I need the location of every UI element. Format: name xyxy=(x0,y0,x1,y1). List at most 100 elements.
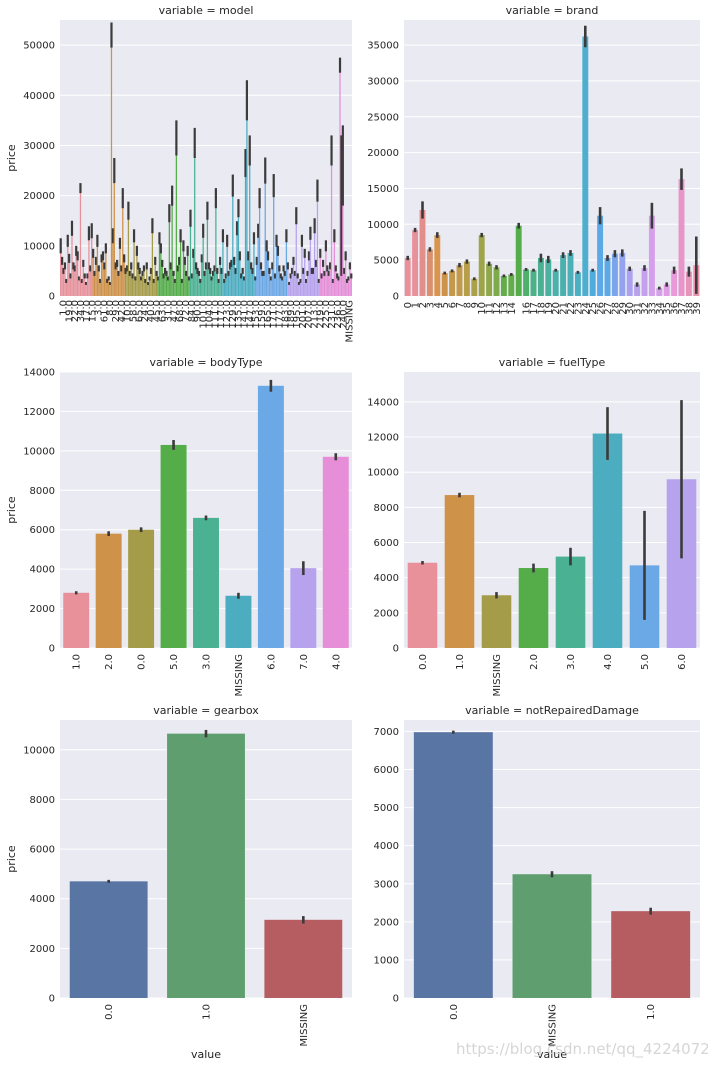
bar xyxy=(304,253,306,296)
bar xyxy=(161,263,163,296)
bar xyxy=(126,268,128,296)
x-tick-label: 1.0 xyxy=(455,654,466,670)
bar xyxy=(260,265,262,296)
y-tick-label: 2000 xyxy=(374,608,399,619)
y-tick-label: 0 xyxy=(393,994,399,1005)
bar xyxy=(261,273,264,296)
y-tick-label: 4000 xyxy=(30,894,55,905)
bar xyxy=(282,268,285,296)
bar xyxy=(249,150,251,296)
bar xyxy=(157,278,159,296)
bar xyxy=(222,235,224,296)
y-tick-label: 0 xyxy=(49,644,55,655)
bar xyxy=(237,208,240,296)
x-tick-label: 3.0 xyxy=(93,300,104,316)
x-tick-label: 32 xyxy=(640,302,651,315)
bar xyxy=(139,270,141,296)
x-tick-label: 135.0 xyxy=(234,300,245,329)
bar xyxy=(108,278,110,296)
y-tick-label: 8000 xyxy=(30,486,55,497)
bar xyxy=(185,273,187,296)
bar xyxy=(136,250,138,296)
bar xyxy=(153,280,155,296)
bar xyxy=(67,240,69,296)
facet-panel-5: 0 1000 2000 3000 4000 5000 6000 7000 0.0 MISSING 1… xyxy=(374,704,700,1061)
x-tick-label: 3.0 xyxy=(566,654,577,670)
bar xyxy=(93,273,96,296)
bar xyxy=(274,275,276,296)
x-tick-label: 34 xyxy=(655,302,666,315)
x-tick-label: 171.0 xyxy=(269,300,280,329)
x-tick-label: 1.0 xyxy=(72,654,83,670)
bar xyxy=(292,260,295,296)
bar xyxy=(150,270,152,296)
bar xyxy=(567,252,574,296)
x-tick-label: 68.0 xyxy=(175,300,186,322)
y-tick-label: 6000 xyxy=(374,765,399,776)
bar xyxy=(335,268,337,296)
bar xyxy=(493,267,500,296)
bar xyxy=(251,270,254,296)
bar xyxy=(321,275,323,296)
panel-title: variable = brand xyxy=(506,4,599,17)
bar xyxy=(103,265,106,296)
y-tick-label: 8000 xyxy=(30,795,55,806)
y-tick-label: 6000 xyxy=(30,525,55,536)
bar xyxy=(116,263,118,296)
bar xyxy=(299,280,302,296)
y-tick-label: 40000 xyxy=(23,91,55,102)
x-tick-label: MISSING xyxy=(299,1004,310,1046)
bar xyxy=(133,235,135,296)
bar xyxy=(85,283,87,296)
x-tick-label: 6.0 xyxy=(266,654,277,670)
bar xyxy=(187,250,189,296)
bar xyxy=(330,150,333,296)
bar xyxy=(60,245,62,296)
bar xyxy=(290,568,317,648)
x-tick-label: 15.0 xyxy=(88,300,99,322)
bar xyxy=(273,185,275,296)
bar xyxy=(117,273,120,296)
y-tick-label: 4000 xyxy=(30,565,55,576)
x-tick-label: 147.0 xyxy=(245,300,256,329)
bar xyxy=(158,238,161,296)
bar xyxy=(69,275,72,296)
bar xyxy=(177,268,179,296)
bar xyxy=(113,170,115,296)
x-tick-label: MISSING xyxy=(492,654,503,696)
x-tick-label: 61.0 xyxy=(99,300,110,322)
x-tick-label: 129.0 xyxy=(228,300,239,329)
bar xyxy=(478,235,485,296)
x-tick-label: MISSING xyxy=(234,654,245,696)
bar xyxy=(164,270,166,296)
bar xyxy=(332,280,334,296)
bar xyxy=(65,280,67,296)
y-tick-label: 10000 xyxy=(367,220,399,231)
y-tick-label: 5000 xyxy=(374,803,399,814)
bar xyxy=(129,273,131,296)
bar xyxy=(512,874,592,998)
bar xyxy=(82,263,84,296)
y-tick-label: 8000 xyxy=(374,503,399,514)
bar xyxy=(147,283,149,296)
x-tick-label: 28 xyxy=(610,302,621,315)
x-tick-label: 117.0 xyxy=(216,300,227,329)
x-tick-label: 236.0 xyxy=(333,300,344,329)
panel-title: variable = model xyxy=(159,4,254,17)
bar xyxy=(79,188,82,296)
x-tick-label: 30 xyxy=(625,302,636,315)
bar xyxy=(326,268,328,296)
bar xyxy=(298,283,300,296)
x-tick-label: 11 xyxy=(485,302,496,315)
bar xyxy=(109,283,111,296)
bar xyxy=(242,270,244,296)
bar xyxy=(128,529,155,648)
bar xyxy=(671,270,678,296)
bar xyxy=(343,270,345,296)
y-tick-label: 25000 xyxy=(367,112,399,123)
x-tick-label: 2.0 xyxy=(104,654,115,670)
bar xyxy=(106,280,108,296)
bar xyxy=(486,263,493,296)
bar xyxy=(230,263,233,296)
bar xyxy=(212,273,214,296)
